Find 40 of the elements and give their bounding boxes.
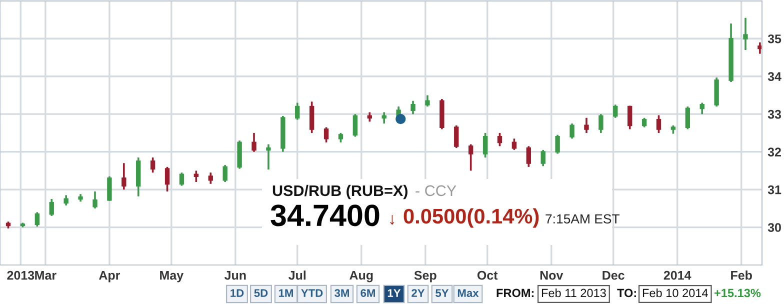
x-tick-label: Dec — [602, 271, 624, 280]
y-tick-label: 30 — [768, 223, 781, 232]
text: 1Y — [388, 289, 401, 297]
text: 5Y — [436, 289, 449, 297]
text: 6M — [360, 289, 375, 297]
x-tick-label: Aug — [350, 270, 373, 282]
x-tick-label: Apr — [98, 271, 120, 282]
x-tick-label: Jul — [288, 270, 306, 280]
text: TO: — [617, 288, 636, 298]
x-tick-label: Oct — [477, 270, 498, 280]
annotation: - CCY — [416, 185, 456, 196]
x-tick-label: May — [160, 271, 184, 282]
text: 1M — [278, 289, 293, 297]
text: YTD — [301, 289, 323, 297]
x-tick-label: Nov — [540, 271, 564, 280]
annotation: USD/RUB (RUB=X) — [272, 184, 408, 200]
y-tick-label: 32 — [768, 148, 781, 156]
text: +15.13% — [714, 288, 761, 298]
annotation: 0.0500(0.14%) — [404, 208, 539, 228]
x-tick-label: 2013 — [7, 270, 34, 280]
annotation: 34.7400 — [270, 204, 380, 226]
text: 1D — [230, 289, 244, 297]
y-tick-label: 34 — [768, 72, 782, 82]
y-tick-label: 35 — [768, 34, 782, 44]
annotation: 7:15AM EST — [546, 214, 620, 224]
text: 3M — [334, 289, 349, 297]
x-tick-label: Mar — [35, 271, 56, 280]
x-tick-label: Feb — [731, 270, 752, 280]
text: 5D — [254, 289, 268, 297]
text: Max — [458, 289, 479, 297]
text: FROM: — [496, 288, 534, 298]
annotation: ↓ — [390, 214, 394, 225]
text: 2Y — [412, 289, 425, 297]
text: Feb 10 2014 — [642, 288, 708, 298]
x-tick-label: Jun — [224, 271, 246, 280]
x-tick-label: Sep — [414, 270, 436, 282]
text: Feb 11 2013 — [542, 288, 606, 298]
x-tick-label: 2014 — [664, 270, 692, 280]
y-tick-label: 33 — [768, 110, 782, 119]
y-tick-label: 31 — [768, 185, 782, 194]
